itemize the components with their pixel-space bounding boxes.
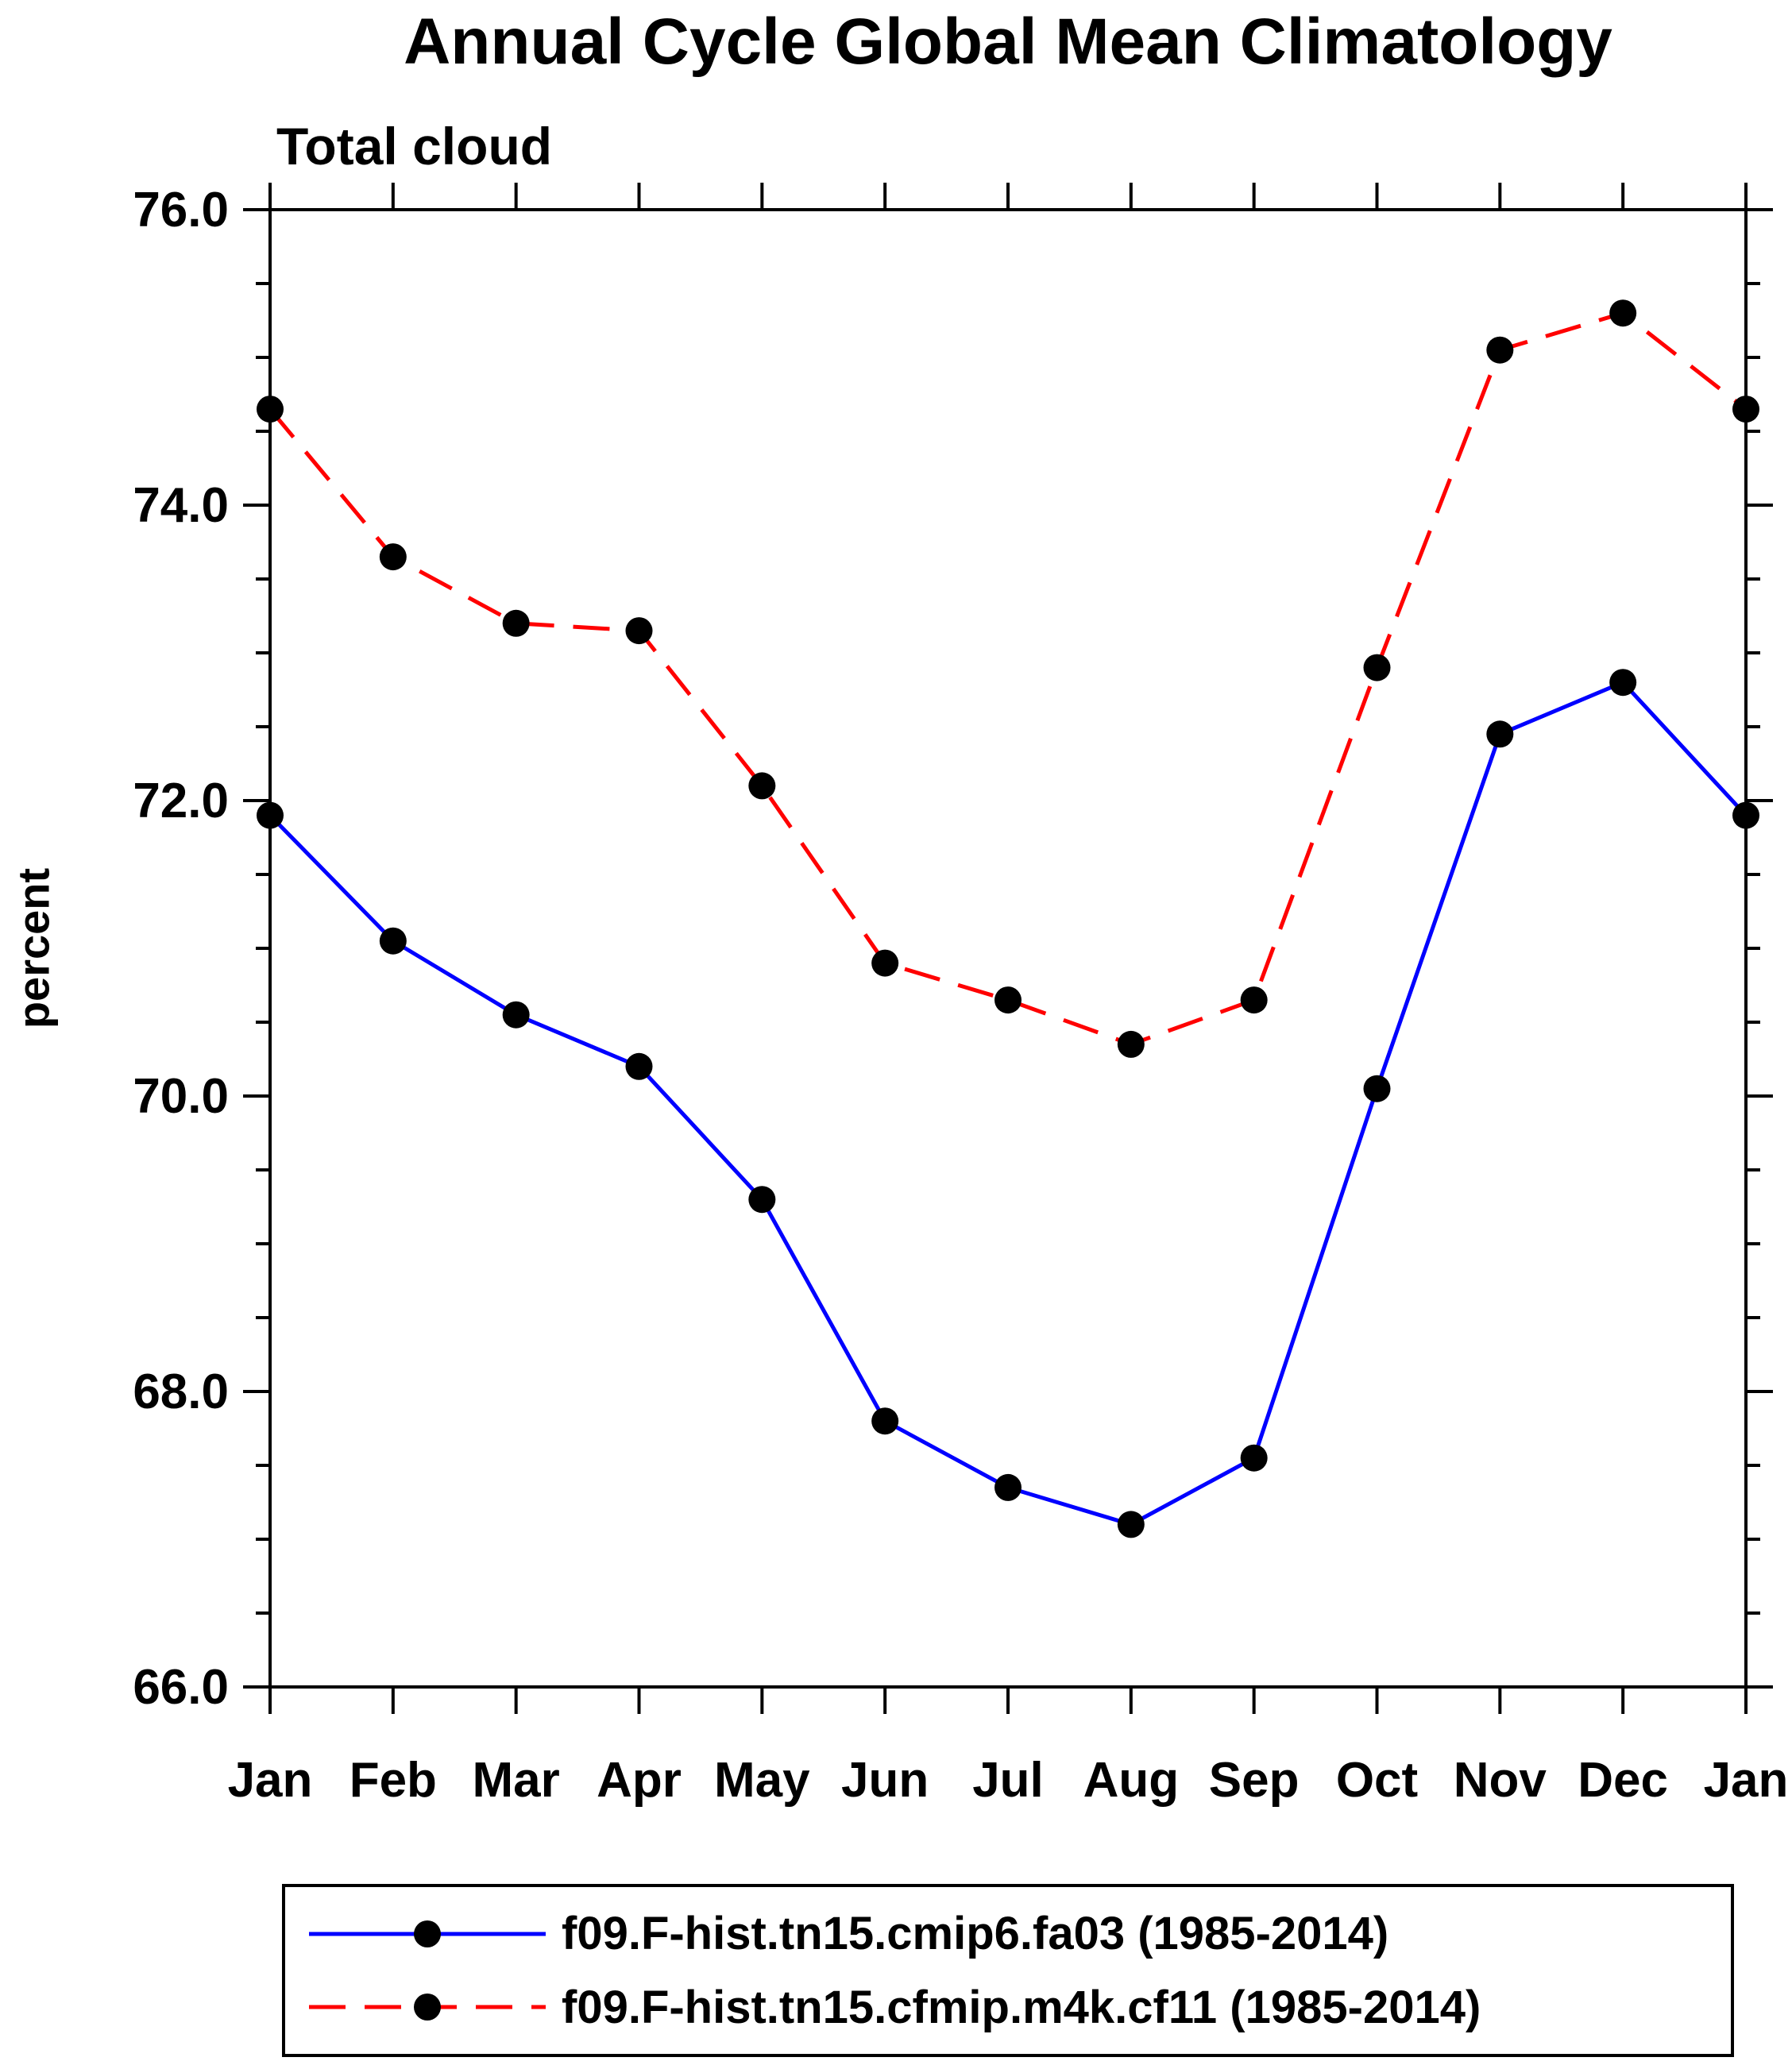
svg-text:68.0: 68.0 xyxy=(133,1364,229,1419)
axes-frame xyxy=(268,208,1748,1689)
chart-subtitle: Total cloud xyxy=(276,117,553,176)
svg-text:74.0: 74.0 xyxy=(133,478,229,533)
legend-box: f09.F-hist.tn15.cmip6.fa03 (1985-2014) f… xyxy=(282,1884,1734,2057)
series1-sample-marker-icon xyxy=(414,1920,441,1947)
y-tick-labels: 66.0 68.0 70.0 72.0 74.0 76.0 xyxy=(133,183,229,1715)
svg-text:72.0: 72.0 xyxy=(133,774,229,828)
legend-label-series2: f09.F-hist.tn15.cfmip.m4k.cf11 (1985-201… xyxy=(562,1981,1481,2033)
svg-text:Sep: Sep xyxy=(1209,1753,1300,1808)
svg-text:Jan: Jan xyxy=(1704,1753,1789,1808)
series-line-1 xyxy=(268,680,1748,1527)
chart-title: Annual Cycle Global Mean Climatology xyxy=(404,6,1612,78)
series1-line-sample-icon xyxy=(309,1920,546,1947)
series-markers-2 xyxy=(257,299,1759,1058)
legend-item-series2: f09.F-hist.tn15.cfmip.m4k.cf11 (1985-201… xyxy=(304,1981,1731,2034)
svg-text:May: May xyxy=(714,1753,810,1808)
svg-text:Nov: Nov xyxy=(1454,1753,1547,1808)
svg-text:Jun: Jun xyxy=(841,1753,929,1808)
svg-text:Mar: Mar xyxy=(473,1753,560,1808)
series2-sample-marker-icon xyxy=(414,1994,441,2021)
x-tick-labels: Jan Feb Mar Apr May Jun Jul Aug Sep Oct Nov Dec Jan xyxy=(228,1753,1789,1808)
series-line-2 xyxy=(268,311,1748,1047)
legend-label-series1: f09.F-hist.tn15.cmip6.fa03 (1985-2014) xyxy=(562,1908,1389,1960)
series-markers-1 xyxy=(257,669,1759,1538)
svg-text:70.0: 70.0 xyxy=(133,1069,229,1124)
svg-text:Oct: Oct xyxy=(1336,1753,1418,1808)
svg-text:Feb: Feb xyxy=(350,1753,437,1808)
series2-line-sample-icon xyxy=(309,1994,546,2021)
x-axis-ticks xyxy=(268,183,1748,1714)
y-axis-ticks xyxy=(243,208,1773,1689)
svg-text:Dec: Dec xyxy=(1578,1753,1668,1808)
legend-item-series1: f09.F-hist.tn15.cmip6.fa03 (1985-2014) xyxy=(304,1907,1731,1960)
svg-text:Apr: Apr xyxy=(597,1753,682,1808)
svg-text:Jul: Jul xyxy=(972,1753,1044,1808)
svg-text:76.0: 76.0 xyxy=(133,183,229,237)
svg-text:Aug: Aug xyxy=(1083,1753,1180,1808)
svg-text:66.0: 66.0 xyxy=(133,1660,229,1715)
svg-text:Jan: Jan xyxy=(228,1753,313,1808)
